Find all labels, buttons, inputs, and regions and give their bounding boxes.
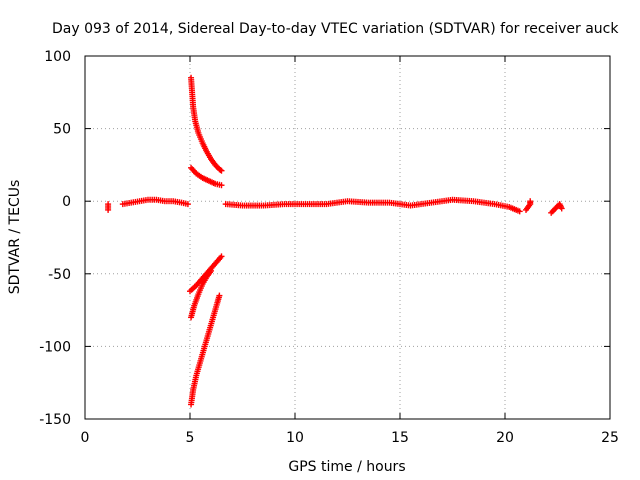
data-point [218, 253, 225, 260]
data-point [558, 205, 565, 212]
data-point [208, 267, 214, 274]
x-tick-label: 0 [81, 430, 90, 446]
y-tick-label: 0 [62, 194, 71, 210]
x-axis-label: GPS time / hours [288, 459, 405, 475]
x-tick-label: 10 [286, 430, 304, 446]
data-point [218, 167, 225, 174]
data-points [105, 74, 565, 408]
data-point [216, 292, 223, 299]
data-point [217, 166, 224, 173]
x-tick-label: 5 [186, 430, 195, 446]
data-point [516, 208, 523, 215]
grid [85, 56, 610, 419]
x-tick-label: 25 [601, 430, 619, 446]
y-tick-label: -50 [48, 267, 71, 283]
x-tick-label: 15 [391, 430, 409, 446]
y-tick-label: -150 [39, 412, 71, 428]
y-tick-label: 100 [44, 49, 71, 65]
y-tick-label: -100 [39, 339, 71, 355]
x-tick-label: 20 [496, 430, 514, 446]
axis-ticks: 0 5 10 15 20 25 -150 -100 -50 0 50 100 [39, 49, 619, 446]
data-point [105, 206, 112, 213]
y-tick-label: 50 [53, 122, 71, 138]
data-point [218, 182, 225, 189]
chart-title: Day 093 of 2014, Sidereal Day-to-day VTE… [52, 21, 619, 37]
plot-frame [84, 55, 611, 420]
data-point [527, 198, 534, 205]
data-point [184, 201, 191, 208]
y-axis-label: SDTVAR / TECUs [7, 180, 23, 295]
